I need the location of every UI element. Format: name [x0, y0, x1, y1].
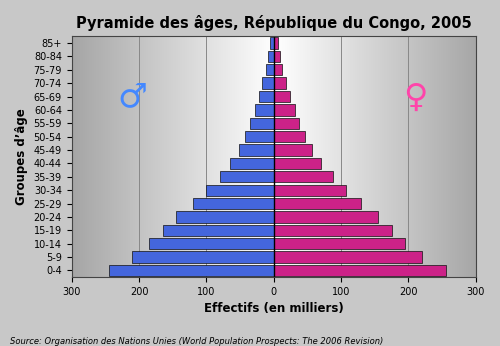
Bar — [270, 37, 274, 49]
Bar — [274, 184, 346, 196]
Bar — [274, 238, 405, 249]
Bar — [274, 51, 280, 62]
Bar — [250, 118, 274, 129]
Y-axis label: Groupes d’âge: Groupes d’âge — [15, 108, 28, 205]
Title: Pyramide des âges, République du Congo, 2005: Pyramide des âges, République du Congo, … — [76, 15, 471, 31]
Text: ♂: ♂ — [118, 81, 147, 113]
Bar — [274, 198, 362, 209]
Bar — [193, 198, 274, 209]
Bar — [266, 64, 274, 75]
Bar — [274, 225, 392, 236]
Bar — [206, 184, 274, 196]
Bar — [259, 91, 274, 102]
Bar — [176, 211, 274, 222]
Bar — [274, 78, 286, 89]
Bar — [238, 144, 274, 156]
Bar — [274, 37, 278, 49]
Bar — [220, 171, 274, 182]
Bar — [245, 131, 274, 142]
Bar — [274, 131, 306, 142]
Bar — [230, 158, 274, 169]
Bar — [162, 225, 274, 236]
Bar — [274, 265, 446, 276]
Bar — [149, 238, 274, 249]
Bar — [262, 78, 274, 89]
Bar — [255, 104, 274, 116]
X-axis label: Effectifs (en milliers): Effectifs (en milliers) — [204, 302, 344, 316]
Bar — [274, 211, 378, 222]
Bar — [268, 51, 274, 62]
Bar — [274, 104, 294, 116]
Text: Source: Organisation des Nations Unies (World Population Prospects: The 2006 Rev: Source: Organisation des Nations Unies (… — [10, 337, 384, 346]
Bar — [274, 118, 299, 129]
Bar — [108, 265, 274, 276]
Text: ♀: ♀ — [403, 81, 427, 113]
Bar — [132, 252, 274, 263]
Bar — [274, 158, 321, 169]
Bar — [274, 91, 290, 102]
Bar — [274, 144, 312, 156]
Bar — [274, 64, 282, 75]
Bar — [274, 252, 422, 263]
Bar — [274, 171, 333, 182]
